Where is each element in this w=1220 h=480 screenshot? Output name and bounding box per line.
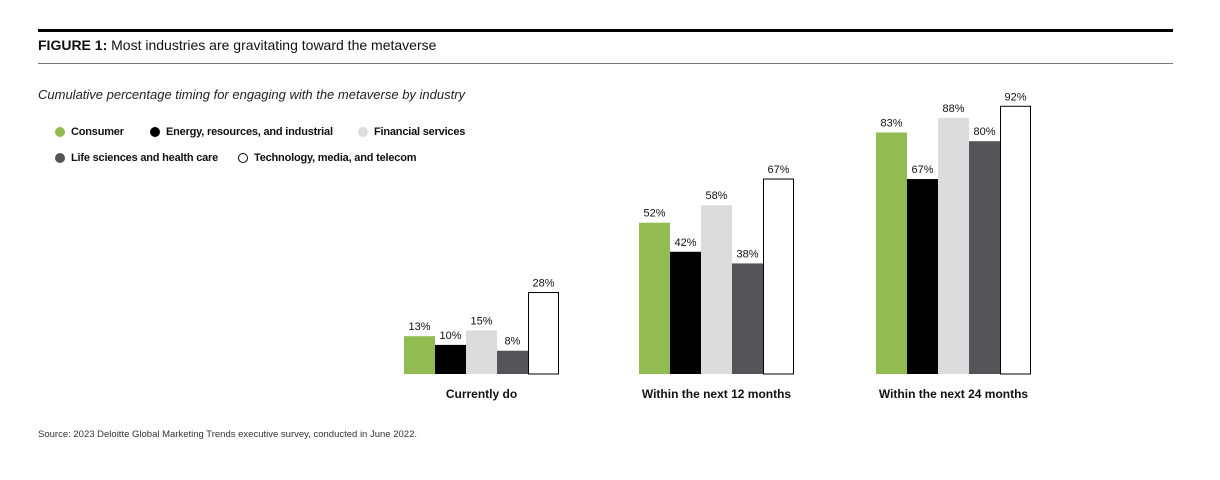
- legend-label-consumer: Consumer: [71, 126, 124, 138]
- data-label-financial-services-currently-do: 15%: [470, 315, 492, 327]
- bar-life-sciences-and-health-care-currently-do: [497, 350, 528, 374]
- chart-subtitle: Cumulative percentage timing for engagin…: [38, 87, 466, 102]
- figure-title: FIGURE 1: Most industries are gravitatin…: [38, 37, 436, 53]
- data-label-technology-media-and-telecom-currently-do: 28%: [532, 278, 554, 290]
- category-label-within-the-next-24-months: Within the next 24 months: [879, 387, 1029, 401]
- bar-energy-resources-and-industrial-currently-do: [435, 344, 466, 374]
- figure-label: FIGURE 1:: [38, 37, 108, 53]
- legend-label-technology: Technology, media, and telecom: [254, 152, 417, 164]
- data-label-energy-resources-and-industrial-within-the-next-24-months: 67%: [911, 164, 933, 176]
- category-label-currently-do: Currently do: [446, 387, 517, 401]
- bar-technology-media-and-telecom-currently-do: [528, 292, 559, 375]
- data-label-financial-services-within-the-next-12-months: 58%: [705, 190, 727, 202]
- category-label-within-the-next-12-months: Within the next 12 months: [642, 387, 792, 401]
- legend-item-life-sciences: Life sciences and health care: [55, 152, 218, 164]
- bar-life-sciences-and-health-care-within-the-next-24-months: [969, 141, 1000, 374]
- data-label-energy-resources-and-industrial-currently-do: 10%: [439, 330, 461, 342]
- data-label-consumer-within-the-next-24-months: 83%: [880, 117, 902, 129]
- data-label-life-sciences-and-health-care-currently-do: 8%: [505, 336, 521, 348]
- legend-item-energy: Energy, resources, and industrial: [150, 126, 333, 138]
- source-note: Source: 2023 Deloitte Global Marketing T…: [38, 429, 417, 440]
- top-rule: [38, 29, 1173, 32]
- bar-financial-services-currently-do: [466, 330, 497, 374]
- data-label-technology-media-and-telecom-within-the-next-24-months: 92%: [1004, 91, 1026, 103]
- bar-technology-media-and-telecom-within-the-next-24-months: [1000, 105, 1031, 375]
- bar-consumer-within-the-next-24-months: [876, 132, 907, 374]
- legend-label-life-sciences: Life sciences and health care: [71, 152, 219, 164]
- data-label-financial-services-within-the-next-24-months: 88%: [942, 103, 964, 115]
- data-label-life-sciences-and-health-care-within-the-next-24-months: 80%: [973, 126, 995, 138]
- data-label-life-sciences-and-health-care-within-the-next-12-months: 38%: [736, 248, 758, 260]
- bar-consumer-within-the-next-12-months: [639, 222, 670, 374]
- legend-swatch-consumer: [55, 127, 65, 137]
- data-label-consumer-within-the-next-12-months: 52%: [643, 208, 665, 220]
- legend-item-consumer: Consumer: [55, 126, 124, 138]
- figure-title-text: Most industries are gravitating toward t…: [111, 37, 437, 53]
- legend-label-energy: Energy, resources, and industrial: [166, 126, 333, 138]
- bar-consumer-currently-do: [404, 336, 435, 374]
- bar-financial-services-within-the-next-12-months: [701, 205, 732, 374]
- legend-swatch-life-sciences: [55, 153, 65, 163]
- legend-label-financial: Financial services: [374, 126, 466, 138]
- data-label-consumer-currently-do: 13%: [408, 321, 430, 333]
- legend-swatch-financial: [358, 127, 368, 137]
- bar-financial-services-within-the-next-24-months: [938, 117, 969, 375]
- legend-item-technology: Technology, media, and telecom: [238, 152, 416, 164]
- bar-energy-resources-and-industrial-within-the-next-12-months: [670, 251, 701, 374]
- bar-energy-resources-and-industrial-within-the-next-24-months: [907, 179, 938, 374]
- legend-item-financial: Financial services: [358, 126, 465, 138]
- title-divider: [38, 63, 1173, 64]
- bar-technology-media-and-telecom-within-the-next-12-months: [763, 178, 794, 375]
- legend-swatch-energy: [150, 127, 160, 137]
- bar-life-sciences-and-health-care-within-the-next-12-months: [732, 263, 763, 374]
- legend-swatch-technology: [238, 153, 248, 163]
- data-label-technology-media-and-telecom-within-the-next-12-months: 67%: [767, 164, 789, 176]
- data-label-energy-resources-and-industrial-within-the-next-12-months: 42%: [674, 237, 696, 249]
